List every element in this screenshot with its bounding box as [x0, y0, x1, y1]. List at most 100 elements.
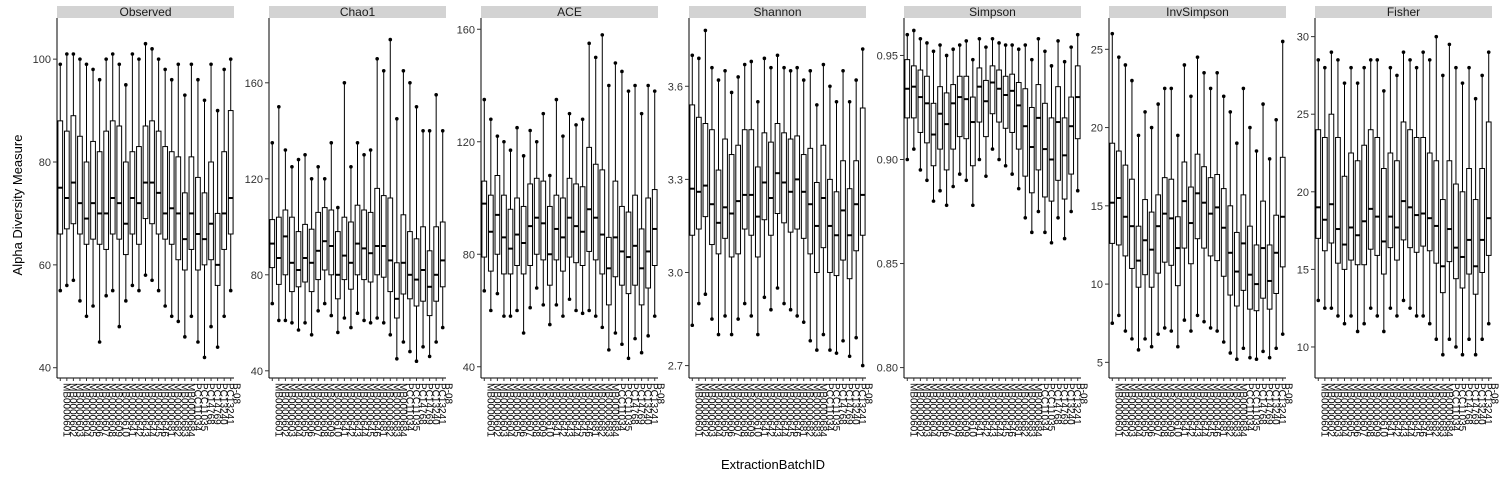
box-body [638, 228, 645, 306]
outlier-point [1030, 230, 1034, 235]
x-tick-label: MB0000641 [1384, 383, 1395, 437]
outlier-point [169, 314, 174, 319]
box-body [1433, 160, 1440, 264]
outlier-point [1049, 240, 1054, 245]
x-tick-label: MB0000643 [351, 383, 362, 437]
y-tick-label: 15 [1297, 264, 1309, 276]
outlier-point [1316, 298, 1321, 303]
outlier-point [1486, 50, 1491, 54]
outlier-point [1336, 58, 1340, 62]
outlier-point [1130, 78, 1134, 83]
x-tick-label: MB0000681 [377, 383, 388, 437]
box-body [1260, 200, 1266, 299]
box-MB0000646 [1413, 65, 1420, 318]
box-MB0000608 [1155, 102, 1162, 336]
outlier-point [1169, 329, 1174, 333]
x-tick-label: B-08 [443, 383, 454, 405]
outlier-point [421, 129, 425, 133]
x-tick-label: MB0000644 [1404, 383, 1415, 437]
box-MB0000606 [514, 125, 520, 313]
x-tick-label: MB0000683 [810, 383, 821, 437]
outlier-point [1329, 50, 1334, 54]
box-body [168, 151, 175, 245]
box-body [181, 192, 188, 271]
x-tick-label: MB0000610 [331, 383, 342, 437]
x-tick-label: MB0000606 [725, 383, 736, 437]
outlier-point [316, 309, 320, 313]
outlier-point [421, 345, 425, 349]
box-MB0000601 [269, 141, 276, 306]
outlier-point [309, 333, 314, 337]
x-tick-label: MB0000645 [999, 383, 1010, 437]
x-tick-label: PC13240 [1065, 383, 1076, 425]
box-MB0000681 [1420, 50, 1427, 318]
outlier-point [646, 334, 650, 338]
x-tick-label: MB0000610 [119, 383, 130, 437]
outlier-point [1123, 63, 1128, 67]
box-body [989, 65, 996, 115]
box-body [1035, 84, 1042, 171]
x-tick-label: PC13241 [856, 383, 867, 425]
box-body [1042, 102, 1048, 198]
outlier-point [834, 351, 839, 355]
outlier-point [110, 288, 115, 293]
outlier-point [283, 318, 288, 323]
box-body [813, 181, 820, 273]
box-body [1420, 136, 1427, 247]
box-body [1394, 160, 1400, 261]
box-PC13240 [846, 99, 853, 359]
x-tick-label: MB0000641 [1178, 383, 1189, 437]
box-MB0000607 [1148, 125, 1155, 349]
box-body [83, 161, 90, 245]
box-body [1446, 160, 1453, 263]
x-tick-label: PC14769 [1469, 383, 1480, 425]
x-tick-label: MB0000603 [705, 383, 716, 437]
box-body [1253, 244, 1260, 312]
outlier-point [756, 332, 760, 337]
outlier-point [1447, 337, 1452, 342]
outlier-point [196, 77, 200, 82]
outlier-point [769, 65, 773, 70]
box-MB0000605 [1135, 133, 1142, 352]
box-body [439, 221, 446, 288]
outlier-point [163, 67, 167, 72]
outlier-point [277, 318, 281, 323]
box-MB0000645 [149, 47, 155, 283]
box-body [507, 208, 514, 275]
panels-layer: Observed406080100MB0000601MB0000602MB000… [33, 5, 1500, 437]
outlier-point [690, 323, 695, 328]
x-tick-label: MB0000610 [751, 383, 762, 437]
y-tick-label: 20 [1091, 123, 1103, 135]
x-tick-label: PC13241 [1071, 383, 1082, 425]
box-MB0000605 [1341, 81, 1348, 326]
box-MB0000608 [1361, 65, 1368, 326]
outlier-point [296, 157, 301, 162]
outlier-point [971, 57, 975, 62]
x-tick-label: MB0000645 [152, 383, 163, 437]
box-body [367, 211, 374, 283]
box-body [116, 125, 123, 240]
box-MB0000607 [96, 77, 103, 344]
box-body [354, 204, 361, 276]
box-MB0000681 [794, 65, 801, 318]
box-MB0000609 [1367, 58, 1374, 310]
outlier-point [1136, 133, 1141, 138]
x-tick-label: PC14768 [205, 383, 216, 425]
outlier-point [626, 356, 631, 361]
y-tick-label: 3.0 [668, 267, 683, 279]
box-body [689, 104, 696, 236]
outlier-point [938, 43, 942, 47]
box-body [155, 130, 162, 235]
outlier-point [1408, 58, 1412, 62]
outlier-point [1248, 125, 1252, 130]
box-MB0000607 [520, 154, 527, 335]
box-MB0000641 [754, 99, 761, 337]
outlier-point [1117, 55, 1121, 59]
box-body [1453, 183, 1459, 280]
box-MB0000643 [1394, 73, 1400, 318]
box-body [1328, 113, 1335, 244]
outlier-point [788, 307, 793, 312]
x-tick-label: PC13241 [224, 383, 235, 425]
x-tick-label: MB0000605 [87, 383, 98, 437]
box-MB0000683 [175, 62, 182, 324]
